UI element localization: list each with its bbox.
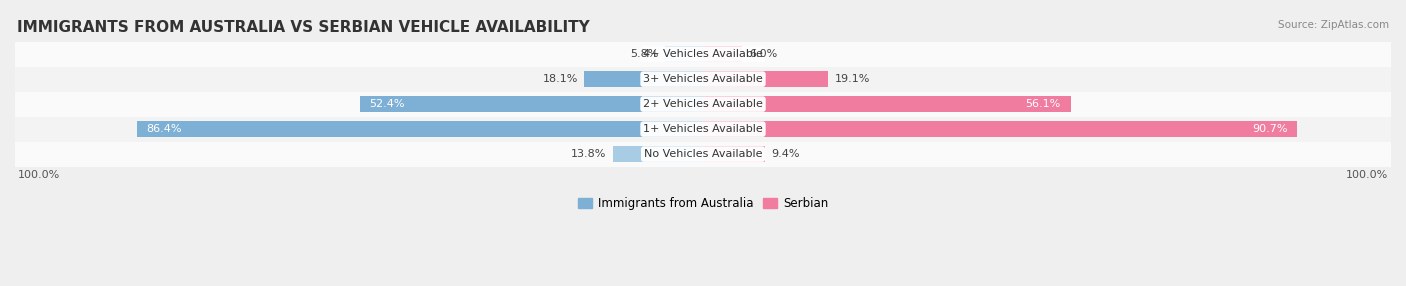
Text: 19.1%: 19.1% (835, 74, 870, 84)
Text: Source: ZipAtlas.com: Source: ZipAtlas.com (1278, 20, 1389, 30)
Text: 6.0%: 6.0% (749, 49, 778, 59)
Bar (703, 121, 1298, 137)
Text: 3+ Vehicles Available: 3+ Vehicles Available (643, 74, 763, 84)
Text: 100.0%: 100.0% (18, 170, 60, 180)
Text: 2+ Vehicles Available: 2+ Vehicles Available (643, 99, 763, 109)
Bar (703, 96, 1070, 112)
Text: 13.8%: 13.8% (571, 149, 606, 159)
Text: 9.4%: 9.4% (770, 149, 800, 159)
Bar (136, 121, 703, 137)
Text: 56.1%: 56.1% (1025, 99, 1060, 109)
Bar (0, 42, 1406, 67)
Bar (613, 146, 703, 162)
Text: 90.7%: 90.7% (1251, 124, 1288, 134)
Bar (703, 72, 828, 87)
Bar (0, 67, 1406, 92)
Bar (703, 46, 742, 62)
Bar (360, 96, 703, 112)
Text: 18.1%: 18.1% (543, 74, 578, 84)
Legend: Immigrants from Australia, Serbian: Immigrants from Australia, Serbian (574, 192, 832, 215)
Text: IMMIGRANTS FROM AUSTRALIA VS SERBIAN VEHICLE AVAILABILITY: IMMIGRANTS FROM AUSTRALIA VS SERBIAN VEH… (17, 20, 589, 35)
Text: 4+ Vehicles Available: 4+ Vehicles Available (643, 49, 763, 59)
Bar (0, 117, 1406, 142)
Bar (0, 92, 1406, 117)
Text: 86.4%: 86.4% (146, 124, 183, 134)
Bar (703, 146, 765, 162)
Bar (585, 72, 703, 87)
Text: 1+ Vehicles Available: 1+ Vehicles Available (643, 124, 763, 134)
Bar (665, 46, 703, 62)
Text: No Vehicles Available: No Vehicles Available (644, 149, 762, 159)
Text: 52.4%: 52.4% (370, 99, 405, 109)
Text: 5.8%: 5.8% (630, 49, 658, 59)
Bar (0, 142, 1406, 166)
Text: 100.0%: 100.0% (1346, 170, 1388, 180)
